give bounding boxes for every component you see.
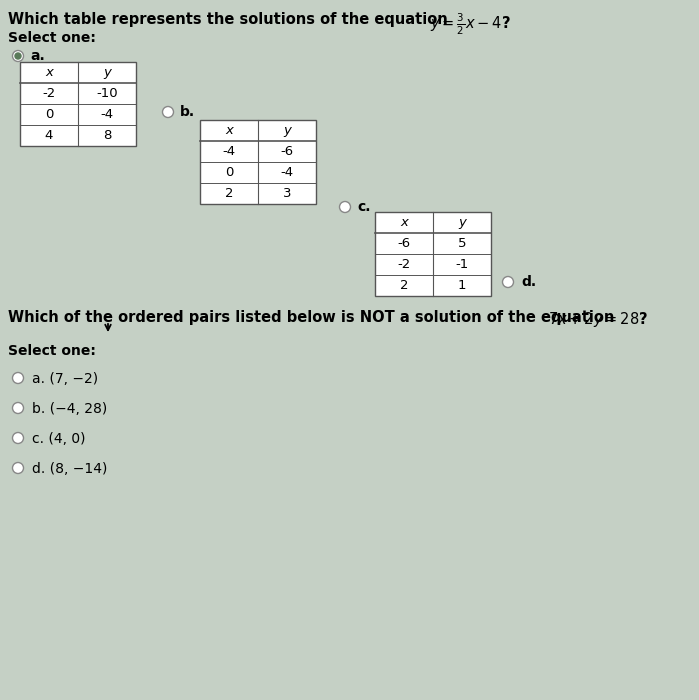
Text: 0: 0 xyxy=(45,108,53,121)
Text: a. (7, −2): a. (7, −2) xyxy=(32,372,98,386)
Text: y: y xyxy=(103,66,111,79)
Text: 0: 0 xyxy=(225,166,233,179)
Bar xyxy=(375,212,491,296)
Text: y: y xyxy=(458,216,466,229)
Text: -6: -6 xyxy=(280,145,294,158)
Text: d.: d. xyxy=(521,275,536,289)
Text: Which table represents the solutions of the equation: Which table represents the solutions of … xyxy=(8,12,453,27)
Text: y: y xyxy=(283,124,291,137)
Text: $y = \frac{3}{2}x - 4$?: $y = \frac{3}{2}x - 4$? xyxy=(430,12,511,37)
Text: 5: 5 xyxy=(458,237,466,250)
Text: Which of the ordered pairs listed below is NOT a solution of the equation: Which of the ordered pairs listed below … xyxy=(8,310,619,325)
Text: c.: c. xyxy=(357,200,370,214)
Text: $7x + 2y = 28$?: $7x + 2y = 28$? xyxy=(548,310,648,329)
Text: x: x xyxy=(225,124,233,137)
Text: 2: 2 xyxy=(225,187,233,200)
Text: a.: a. xyxy=(30,49,45,63)
Text: b. (−4, 28): b. (−4, 28) xyxy=(32,402,107,416)
Bar xyxy=(20,62,136,146)
Text: -2: -2 xyxy=(43,87,56,100)
Text: 4: 4 xyxy=(45,129,53,142)
Text: -4: -4 xyxy=(101,108,113,121)
Circle shape xyxy=(15,53,21,59)
Bar xyxy=(200,120,316,204)
Text: x: x xyxy=(400,216,408,229)
Text: -6: -6 xyxy=(398,237,410,250)
Text: 8: 8 xyxy=(103,129,111,142)
Circle shape xyxy=(162,106,173,118)
Text: Select one:: Select one: xyxy=(8,31,96,45)
Circle shape xyxy=(13,463,24,473)
Text: -4: -4 xyxy=(280,166,294,179)
Text: Select one:: Select one: xyxy=(8,344,96,358)
Circle shape xyxy=(13,433,24,444)
Text: -1: -1 xyxy=(455,258,468,271)
Circle shape xyxy=(340,202,350,213)
Circle shape xyxy=(13,372,24,384)
Text: -2: -2 xyxy=(397,258,410,271)
Text: c. (4, 0): c. (4, 0) xyxy=(32,432,85,446)
Text: -10: -10 xyxy=(96,87,118,100)
Text: -4: -4 xyxy=(222,145,236,158)
Circle shape xyxy=(13,50,24,62)
Text: 1: 1 xyxy=(458,279,466,292)
Text: 2: 2 xyxy=(400,279,408,292)
Circle shape xyxy=(503,276,514,288)
Text: d. (8, −14): d. (8, −14) xyxy=(32,462,108,476)
Text: x: x xyxy=(45,66,53,79)
Circle shape xyxy=(13,402,24,414)
Text: b.: b. xyxy=(180,105,195,119)
Text: 3: 3 xyxy=(283,187,291,200)
